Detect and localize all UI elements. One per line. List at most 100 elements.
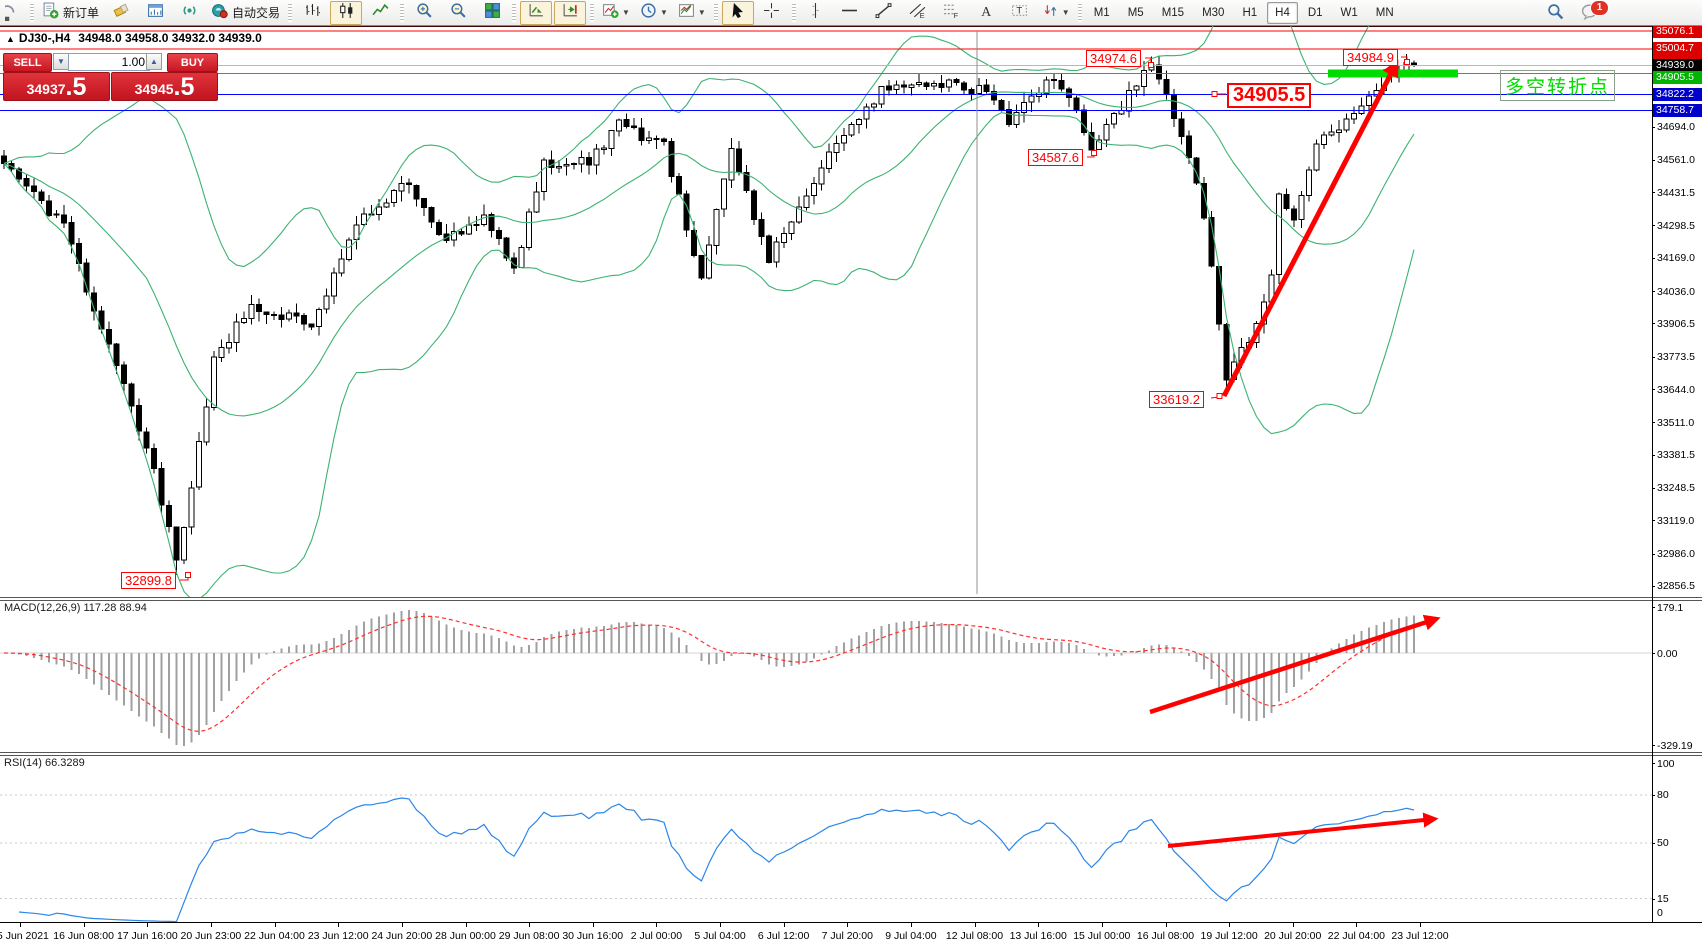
price-tag[interactable]: 34974.6: [1086, 50, 1141, 67]
toolbar-button-tile-windows[interactable]: [476, 1, 508, 25]
time-axis-tickmark: [1229, 923, 1231, 927]
clipped-toolbar-icon: [1, 1, 26, 25]
pane-divider-macd[interactable]: [0, 597, 1702, 601]
toolbar-button-templates[interactable]: ▼: [674, 1, 710, 25]
toolbar-button-chart-shift[interactable]: [554, 0, 587, 25]
rsi-axis-tick: 15: [1657, 893, 1669, 906]
sell-button[interactable]: SELL: [3, 53, 52, 72]
toolbar-grip: [288, 3, 293, 22]
zoom-in-icon: [416, 2, 433, 24]
sell-price[interactable]: 34937.5: [3, 72, 110, 101]
trend-arrow-main: [1221, 59, 1399, 398]
toolbar-button-trendline-tool[interactable]: [868, 1, 900, 25]
chart-window-icon: [147, 2, 164, 24]
time-axis-tickmark: [974, 923, 976, 927]
volume-increase-button[interactable]: ▲: [146, 53, 162, 70]
toolbar-button-new-order[interactable]: 新订单: [38, 1, 103, 25]
chart-window-border: [0, 25, 1702, 27]
time-axis-label: 15 Jul 00:00: [1073, 930, 1131, 942]
toolbar-button-vertical-line-tool[interactable]: [800, 1, 832, 25]
rsi-pane[interactable]: [0, 755, 1652, 922]
notifications-button[interactable]: 1: [1573, 0, 1609, 26]
timeframe-d1[interactable]: D1: [1307, 6, 1323, 19]
buy-price-frac: .5: [173, 73, 195, 101]
timeframe-m1[interactable]: M1: [1093, 6, 1110, 19]
search-button[interactable]: [1539, 2, 1571, 26]
timeframe-m5[interactable]: M5: [1127, 6, 1144, 19]
toolbar-button-fibonacci-tool[interactable]: F: [936, 1, 968, 25]
robot-icon: [211, 2, 228, 24]
time-axis-label: 5 Jul 04:00: [694, 930, 746, 942]
fibo-icon: F: [943, 2, 960, 24]
toolbar-button-auto-trading[interactable]: 自动交易: [207, 1, 284, 25]
axis-tickmark: [1652, 323, 1655, 325]
toolbar-button-candlestick-mode[interactable]: [330, 0, 363, 25]
toolbar-button-periods[interactable]: ▼: [636, 1, 672, 25]
chart-symbol-period: DJ30-,H4: [18, 31, 71, 45]
clock-icon: [640, 2, 657, 24]
toolbar-button-eraser[interactable]: [105, 1, 137, 25]
toolbar-button-market-watch[interactable]: [139, 1, 171, 25]
main-price-pane[interactable]: [0, 26, 1652, 597]
timeframe-w1[interactable]: W1: [1340, 6, 1358, 19]
chevron-down-icon[interactable]: ▼: [659, 8, 668, 17]
volume-input[interactable]: 1.00: [68, 53, 150, 71]
buy-price[interactable]: 34945.5: [111, 72, 218, 101]
toolbar-button-zoom-out[interactable]: [442, 1, 474, 25]
toolbar-button-text-label-tool[interactable]: T: [1004, 1, 1036, 25]
rsi-axis-tick: 100: [1657, 757, 1675, 770]
toolbar-button-crosshair[interactable]: [756, 1, 788, 25]
svg-text:E: E: [920, 10, 925, 18]
toolbar-grip: [590, 3, 595, 22]
toolbar-button-line-chart-mode[interactable]: [364, 1, 396, 25]
toolbar-button-equidistant-channel-tool[interactable]: E: [902, 1, 934, 25]
price-axis-tick: 33511.0: [1657, 416, 1695, 429]
toolbar-button-zoom-in[interactable]: [408, 1, 440, 25]
chevron-down-icon[interactable]: ▼: [697, 8, 706, 17]
chart-title: ▲ DJ30-,H4 34948.0 34958.0 34932.0 34939.0: [6, 31, 262, 45]
price-tag[interactable]: 32899.8: [121, 572, 176, 589]
price-tag[interactable]: 34905.5: [1227, 83, 1312, 108]
macd-pane[interactable]: [0, 600, 1652, 752]
candles-icon: [338, 2, 355, 24]
time-axis-label: 13 Jul 16:00: [1009, 930, 1067, 942]
price-tag[interactable]: 34984.9: [1343, 49, 1398, 66]
volume-decrease-button[interactable]: ▼: [53, 53, 69, 70]
toolbar-button-horizontal-line-tool[interactable]: [834, 1, 866, 25]
toolbar-button-signals[interactable]: [173, 1, 205, 25]
price-axis-tick: 34561.0: [1657, 154, 1695, 167]
toolbar-button-text-tool[interactable]: A: [970, 1, 1002, 25]
time-axis-label: 30 Jun 16:00: [562, 930, 624, 942]
toolbar-grip: [400, 3, 405, 22]
timeframe-h4[interactable]: H4: [1267, 1, 1298, 24]
turning-point-text-label[interactable]: 多空转折点: [1500, 70, 1616, 101]
price-axis-tick: 32986.0: [1657, 548, 1695, 560]
axis-tickmark: [1652, 356, 1655, 358]
price-axis-tick: 33906.5: [1657, 317, 1695, 330]
toolbar-button-auto-scroll[interactable]: [520, 0, 553, 25]
axis-tickmark: [1652, 257, 1655, 259]
time-axis-label: 9 Jul 04:00: [885, 930, 937, 942]
buy-button[interactable]: BUY: [167, 53, 218, 72]
price-axis-badge: 34822.2: [1653, 88, 1702, 101]
toolbar-button-label: 自动交易: [232, 6, 281, 20]
chevron-down-icon[interactable]: ▼: [622, 8, 630, 17]
axis-tickmark: [1652, 225, 1655, 227]
price-tag[interactable]: 34587.6: [1028, 149, 1083, 166]
toolbar-button-indicators[interactable]: ▼: [598, 1, 634, 25]
chevron-down-icon[interactable]: ▼: [1061, 8, 1070, 17]
timeframe-m15[interactable]: M15: [1161, 6, 1185, 19]
timeframe-h1[interactable]: H1: [1242, 6, 1258, 19]
timeframe-mn[interactable]: MN: [1375, 6, 1394, 19]
toolbar-button-bar-chart-mode[interactable]: [296, 1, 328, 25]
trendline-icon: [875, 2, 892, 24]
sell-price-main: 34937: [26, 81, 66, 97]
pane-divider-rsi[interactable]: [0, 752, 1702, 756]
price-tag[interactable]: 33619.2: [1149, 391, 1204, 408]
channel-icon: E: [909, 2, 926, 24]
axis-tickmark: [1652, 422, 1655, 424]
toolbar-button-arrows-tool[interactable]: ▼: [1038, 1, 1074, 25]
toolbar-button-cursor[interactable]: [721, 0, 754, 25]
price-axis-badge: 35004.7: [1653, 42, 1702, 56]
timeframe-m30[interactable]: M30: [1202, 6, 1225, 19]
